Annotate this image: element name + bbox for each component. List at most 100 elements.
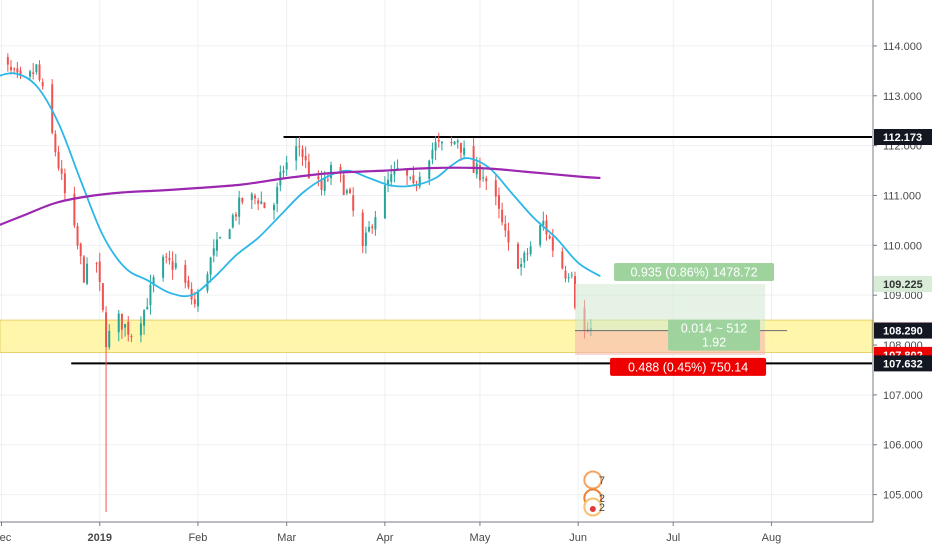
time-axis[interactable]: Dec 2019 Feb Mar Apr May Jun Jul Aug [0, 521, 873, 550]
candlestick [276, 182, 279, 213]
candle-body [431, 149, 434, 160]
candle-body [108, 330, 111, 348]
event-badges[interactable]: 7 22 [583, 470, 605, 517]
candle-body [168, 258, 171, 261]
candle-body [298, 146, 301, 148]
candle-body [228, 229, 231, 240]
candlestick [450, 136, 453, 147]
candle-body [349, 189, 352, 193]
candle-body [212, 248, 215, 256]
candlestick [241, 197, 244, 205]
candlestick [127, 316, 130, 342]
candlestick [6, 53, 9, 72]
fast-moving-average-line [0, 72, 601, 298]
candlestick [57, 145, 60, 171]
event-badge-label: 2 [599, 493, 605, 505]
candlestick [257, 197, 260, 211]
candlestick [304, 146, 307, 169]
candle-body [146, 306, 149, 310]
candle-body [29, 71, 32, 77]
time-tick-label: Dec [0, 532, 12, 544]
candle-body [497, 195, 500, 209]
candlestick [440, 141, 443, 151]
price-tag[interactable]: 112.173 [874, 129, 932, 146]
candlestick [86, 257, 89, 286]
candle-body [117, 313, 120, 333]
slow-moving-average-line [0, 166, 601, 226]
candlestick [168, 250, 171, 265]
candle-body [184, 264, 187, 283]
candle-body [120, 313, 123, 330]
price-tick-label: 110.000 [883, 240, 922, 252]
candle-body [76, 226, 79, 246]
candlestick [238, 190, 241, 225]
candle-body [57, 152, 60, 169]
candlestick [497, 187, 500, 219]
candlestick [187, 275, 190, 290]
candlestick [38, 60, 41, 82]
candle-body [295, 146, 298, 161]
candlestick [485, 175, 488, 191]
candle-body [548, 236, 551, 239]
candle-body [434, 142, 437, 151]
candlestick [196, 288, 199, 312]
price-tag[interactable]: 109.225 [874, 275, 932, 292]
candlestick [209, 256, 212, 283]
candlestick [263, 202, 266, 209]
candle-body [561, 251, 564, 269]
candle-body [238, 197, 241, 217]
candlestick [272, 202, 275, 220]
candlestick [523, 250, 526, 269]
candle-body [19, 70, 22, 76]
candlesticks [6, 53, 592, 513]
candlestick [383, 176, 386, 219]
candle-body [41, 82, 44, 87]
event-badge-label: 2 [599, 502, 605, 514]
candlestick [108, 324, 111, 350]
price-tag[interactable]: 108.290 [874, 322, 932, 339]
candlestick [352, 187, 355, 217]
chart-grid [0, 0, 872, 522]
price-tag[interactable]: 107.632 [874, 355, 932, 372]
candle-body [523, 252, 526, 263]
candle-body [193, 299, 196, 305]
event-badge[interactable]: 7 [583, 470, 605, 490]
price-tick-label: 111.000 [883, 190, 921, 202]
candle-body [82, 256, 85, 283]
candlestick [387, 171, 390, 193]
candle-body [196, 291, 199, 307]
candle-body [10, 66, 13, 70]
price-axis[interactable]: 105.000106.000107.000108.000109.000110.0… [872, 0, 932, 550]
time-axis-background [0, 522, 873, 550]
candle-body [418, 176, 421, 187]
candlestick [73, 186, 76, 228]
candlestick [101, 283, 104, 313]
candlestick [463, 140, 466, 159]
candlestick [501, 202, 504, 226]
candle-body [54, 133, 57, 153]
price-tag-label: 108.290 [883, 326, 923, 338]
candlestick [190, 282, 193, 305]
candle-body [463, 148, 466, 155]
candle-body [165, 256, 168, 258]
candle-body [396, 167, 399, 169]
candle-body [409, 177, 412, 179]
candlestick [456, 138, 459, 149]
candlestick [406, 168, 409, 186]
candlestick [95, 261, 98, 273]
candle-body [393, 170, 396, 175]
price-axis-background [873, 0, 932, 550]
candlestick [301, 145, 304, 166]
moving-average-lines [0, 72, 601, 298]
candle-body [162, 256, 165, 278]
candle-body [174, 263, 177, 269]
candle-body [307, 161, 310, 179]
candlestick [184, 259, 187, 289]
time-tick-label: 2019 [87, 532, 111, 544]
candle-body [390, 174, 393, 182]
price-tag-box [874, 355, 932, 372]
candle-body [482, 177, 485, 179]
stop-label-box [610, 357, 767, 376]
